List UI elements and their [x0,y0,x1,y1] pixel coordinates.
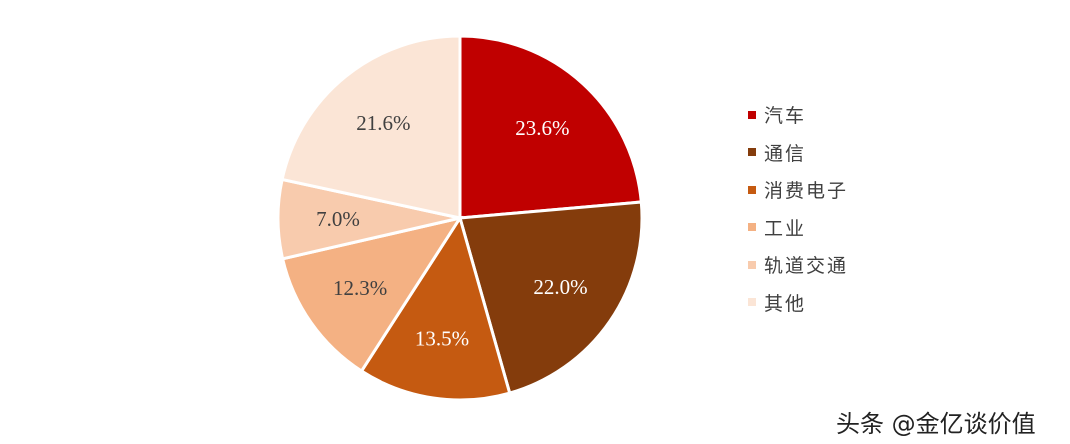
legend-item-auto: 汽车 [748,96,848,134]
legend-swatch-icon [748,298,756,307]
legend-label: 汽车 [764,105,807,128]
pie-slice-auto [458,34,643,220]
pie-slice-industrial [280,215,464,374]
legend-label: 轨道交通 [764,255,849,278]
legend-item-industrial: 工业 [748,209,848,247]
legend-item-other: 其他 [748,284,848,322]
pie-slice-consumer-electronics [359,214,512,402]
legend-label: 工业 [764,217,807,240]
pie-slice-label: 21.6% [356,111,410,135]
pie-slice-label: 12.3% [333,276,387,300]
legend-swatch-icon [748,223,756,232]
pie-slice-telecom [458,200,644,395]
legend-item-rail-transit: 轨道交通 [748,246,848,284]
pie-slice-label: 22.0% [533,275,587,299]
pie-slice-other [280,34,462,220]
legend-swatch-icon [748,185,756,194]
watermark: 头条 @金亿谈价值 [836,410,1036,438]
legend-item-telecom: 通信 [748,134,848,172]
legend-swatch-icon [748,260,756,269]
legend-label: 消费电子 [764,180,849,203]
legend-label: 通信 [764,142,807,165]
legend-item-consumer-electronics: 消费电子 [748,171,848,209]
legend-swatch-icon [748,110,756,119]
legend: 汽车 通信 消费电子 工业 轨道交通 其他 [748,96,848,321]
legend-label: 其他 [764,292,807,315]
pie-slice-label: 23.6% [515,116,569,140]
pie-slice-label: 13.5% [415,327,469,351]
legend-swatch-icon [748,148,756,157]
pie-slice-label: 7.0% [316,207,360,231]
